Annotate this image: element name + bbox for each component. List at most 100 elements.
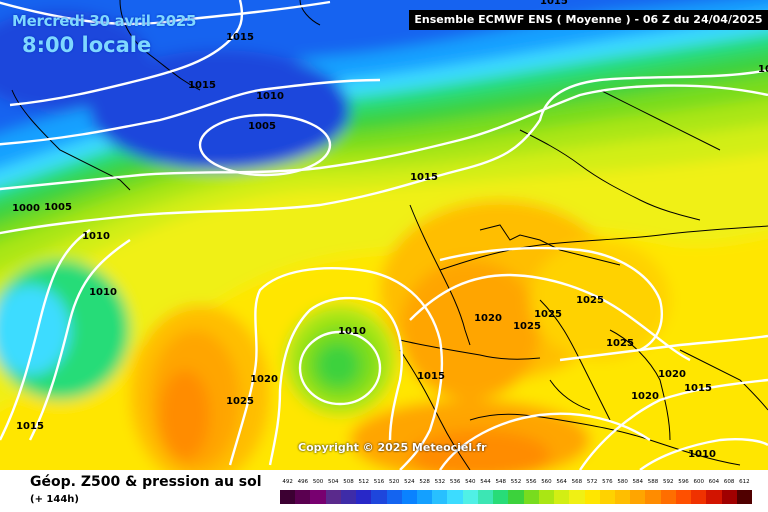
- legend-color-swatch: [645, 490, 662, 504]
- legend-scale-label: 580: [617, 479, 628, 485]
- legend-scale-label: 592: [663, 479, 674, 485]
- legend-color-swatch: [325, 490, 342, 504]
- legend-color-swatch: [371, 490, 388, 504]
- isobar-label: 1025: [576, 295, 604, 306]
- legend-scale-label: 588: [647, 479, 659, 485]
- coastlines: [11, 0, 768, 470]
- legend-color-swatch: [417, 490, 433, 504]
- isobar-label: 1015: [226, 32, 254, 43]
- legend-color-swatch: [386, 490, 403, 504]
- legend-scale-label: 540: [465, 479, 476, 485]
- legend-scale-label: 584: [632, 479, 644, 485]
- isobar-label: 1015: [16, 421, 44, 432]
- legend-color-swatch: [447, 490, 464, 504]
- legend-color-swatch: [614, 490, 631, 504]
- legend-scale-label: 548: [495, 479, 507, 485]
- legend-color-swatch: [310, 490, 327, 504]
- legend-color-swatch: [401, 490, 418, 504]
- legend-scale-label: 532: [434, 479, 446, 485]
- legend-scale-label: 596: [678, 479, 689, 485]
- legend-scale-label: 552: [510, 479, 522, 485]
- legend-color-swatch: [706, 490, 723, 504]
- isobar-label: 1020: [250, 374, 278, 385]
- legend-color-swatch: [554, 490, 570, 504]
- legend-scale-label: 500: [312, 479, 324, 485]
- legend-scale-label: 568: [571, 479, 583, 485]
- isobar-label: 1010: [82, 231, 110, 242]
- model-run-banner: Ensemble ECMWF ENS ( Moyenne ) - 06 Z du…: [409, 10, 768, 30]
- isobar-labels: 1015 1015 1010 1005 1000 1005 1010 1010 …: [12, 0, 768, 460]
- legend-color-swatch: [477, 490, 494, 504]
- forecast-date: Mercredi 30 avril 2025: [12, 12, 197, 30]
- legend-scale-label: 560: [541, 479, 552, 485]
- isobar-label: 1020: [631, 391, 659, 402]
- legend-color-swatch: [736, 490, 753, 504]
- legend-color-swatch: [584, 490, 601, 504]
- legend-color-swatch: [660, 490, 677, 504]
- legend-color-swatch: [538, 490, 555, 504]
- isobar-label: 1010: [758, 64, 768, 75]
- product-title: Géop. Z500 & pression au sol: [30, 474, 262, 490]
- legend-color-swatch: [295, 490, 311, 504]
- legend-scale-label: 492: [282, 479, 293, 485]
- legend-scale-label: 544: [480, 479, 491, 485]
- legend-scale-label: 512: [358, 479, 369, 485]
- isobar-label: 1015: [410, 172, 438, 183]
- legend-color-swatch: [569, 490, 585, 504]
- legend-scale-label: 520: [388, 479, 400, 485]
- forecast-local-time: 8:00 locale: [22, 33, 152, 57]
- isobar-label: 1015: [540, 0, 568, 7]
- legend-color-swatch: [432, 490, 448, 504]
- isobar-label: 1010: [256, 91, 284, 102]
- legend-color-swatch: [356, 490, 372, 504]
- isobar-label: 1020: [474, 313, 502, 324]
- legend-scale-label: 612: [739, 479, 750, 485]
- isobar-label: 1025: [513, 321, 541, 332]
- isobar-label: 1005: [44, 202, 72, 213]
- legend-scale-label: 564: [556, 479, 567, 485]
- isobar-label: 1020: [658, 369, 686, 380]
- legend-color-swatch: [340, 490, 357, 504]
- legend-scale-label: 528: [419, 479, 430, 485]
- legend-color-swatch: [508, 490, 525, 504]
- legend-scale-label: 608: [723, 479, 735, 485]
- legend-scale-label: 536: [449, 479, 461, 485]
- legend-color-swatch: [493, 490, 509, 504]
- copyright-notice: Copyright © 2025 Meteociel.fr: [298, 441, 487, 454]
- legend-scale-label: 524: [404, 479, 415, 485]
- legend-scale-label: 576: [602, 479, 613, 485]
- isobar-label: 1010: [338, 326, 366, 337]
- isobar-label: 1015: [417, 371, 445, 382]
- legend-scale-label: 496: [297, 479, 309, 485]
- legend-color-swatch: [691, 490, 707, 504]
- legend-color-scale: [280, 490, 753, 504]
- isobar-label-mediterranean: 1025: [606, 338, 634, 349]
- isobar-label: 1025: [534, 309, 562, 320]
- isobar-label: 1015: [188, 80, 216, 91]
- legend-color-swatch: [462, 490, 479, 504]
- legend-color-swatch: [630, 490, 646, 504]
- isobar-label: 1025: [226, 396, 254, 407]
- forecast-step: (+ 144h): [30, 494, 79, 505]
- legend-scale-label: 572: [586, 479, 598, 485]
- legend-color-swatch: [280, 490, 296, 504]
- legend-panel: Géop. Z500 & pression au sol (+ 144h) 49…: [0, 470, 768, 512]
- geopotential-map: 1015 1015 1010 1005 1000 1005 1010 1010 …: [0, 0, 768, 470]
- legend-scale-label: 556: [525, 479, 537, 485]
- legend-color-swatch: [523, 490, 540, 504]
- legend-scale-label: 516: [373, 479, 385, 485]
- isobars: [0, 0, 768, 470]
- legend-color-swatch: [721, 490, 738, 504]
- isobar-label: 1010: [89, 287, 117, 298]
- isobar-label: 1010: [688, 449, 716, 460]
- isobar-label: 1005: [248, 121, 276, 132]
- legend-scale-label: 508: [343, 479, 354, 485]
- isobar-label: 1000: [12, 203, 40, 214]
- legend-color-swatch: [675, 490, 692, 504]
- legend-scale-label: 604: [708, 479, 720, 485]
- legend-color-swatch: [599, 490, 616, 504]
- legend-scale-labels: 492 496 500 504 508 512 516 520 524 528 532 536 540 5…: [280, 479, 752, 489]
- isobar-label: 1015: [684, 383, 712, 394]
- legend-scale-label: 504: [328, 479, 339, 485]
